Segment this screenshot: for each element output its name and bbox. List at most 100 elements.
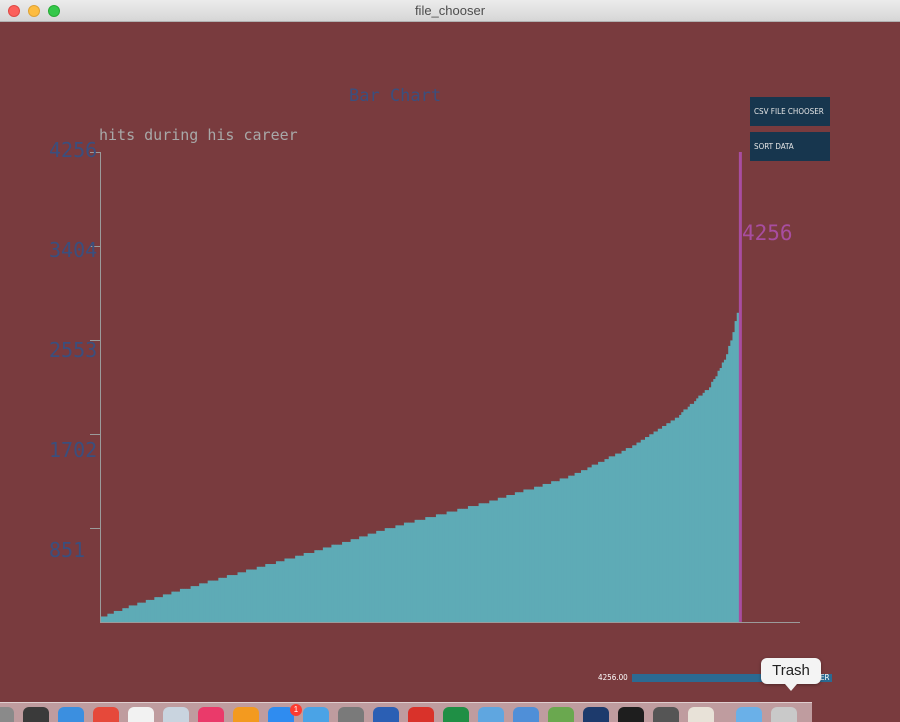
bar [250, 569, 253, 622]
bar [378, 530, 381, 622]
bar [118, 610, 121, 622]
bar [282, 561, 285, 622]
bar [363, 536, 366, 622]
bar [689, 403, 693, 622]
bar [303, 552, 307, 622]
bar [229, 575, 232, 622]
bar [578, 472, 582, 622]
bar [423, 519, 426, 622]
bar [634, 445, 637, 622]
chrome-icon[interactable] [93, 707, 119, 722]
bar [632, 445, 635, 622]
bar [258, 566, 262, 622]
bar [320, 550, 324, 622]
bar [162, 594, 166, 622]
bar [325, 547, 328, 622]
bar [647, 437, 650, 622]
minimize-window-button[interactable] [28, 5, 40, 17]
bar [359, 536, 362, 622]
system-preferences-icon[interactable] [338, 707, 364, 722]
bar [190, 586, 194, 622]
itunes-icon[interactable] [198, 707, 224, 722]
bar [171, 591, 174, 622]
bar [165, 594, 168, 622]
bar [105, 616, 108, 622]
bar [610, 456, 614, 622]
slider-track[interactable] [632, 674, 832, 682]
bar [559, 478, 563, 622]
sublime-icon[interactable] [653, 707, 679, 722]
bar [732, 332, 735, 622]
word-icon[interactable] [373, 707, 399, 722]
bar [173, 591, 177, 622]
bar [670, 420, 674, 622]
calendar-icon[interactable] [128, 707, 154, 722]
bar [585, 470, 588, 622]
max-value-label: 4256 [742, 221, 793, 245]
bar [301, 555, 305, 622]
bar [593, 464, 597, 622]
bar [544, 483, 548, 622]
excel-icon[interactable] [443, 707, 469, 722]
bar [267, 564, 270, 622]
bar [224, 577, 228, 622]
sourcetree-icon[interactable] [548, 707, 574, 722]
papers-icon[interactable] [408, 707, 434, 722]
dashboard-icon[interactable] [23, 707, 49, 722]
value-slider[interactable]: 4256.00 ER [598, 673, 832, 683]
bar [280, 561, 283, 622]
bar [241, 572, 245, 622]
downloads-folder-icon[interactable] [736, 707, 762, 722]
bar [237, 572, 241, 622]
bar [305, 552, 309, 622]
processing-icon[interactable] [688, 707, 714, 722]
bar [668, 423, 671, 622]
sort-data-button[interactable]: SORT DATA [750, 132, 830, 161]
bar [288, 558, 292, 622]
app-store-icon[interactable] [268, 707, 294, 722]
safari-icon[interactable] [58, 707, 84, 722]
finder-icon[interactable] [513, 707, 539, 722]
terminal-icon[interactable] [618, 707, 644, 722]
bar [271, 564, 275, 622]
bar [480, 503, 484, 622]
bar [636, 442, 639, 622]
bar [109, 613, 113, 622]
preview-icon[interactable] [163, 707, 189, 722]
bar [653, 431, 657, 622]
ibooks-icon[interactable] [233, 707, 259, 722]
bar [510, 495, 514, 622]
r-studio-icon[interactable] [583, 707, 609, 722]
bar [551, 481, 554, 622]
bar [256, 566, 260, 622]
bar [333, 544, 337, 622]
bar [534, 486, 537, 622]
bar [412, 522, 415, 622]
bar [380, 530, 383, 622]
bar [525, 489, 529, 622]
network-icon[interactable] [478, 707, 504, 722]
bar [638, 442, 642, 622]
bar [354, 539, 358, 622]
bar [549, 483, 552, 622]
launchpad-icon[interactable] [0, 707, 14, 722]
csv-file-chooser-button[interactable]: CSV FILE CHOOSER [750, 97, 830, 126]
bar [218, 577, 221, 622]
bar [186, 588, 189, 622]
bar [231, 575, 234, 622]
bar [463, 508, 467, 622]
close-window-button[interactable] [8, 5, 20, 17]
bar [655, 431, 659, 622]
bar [508, 495, 511, 622]
bar [395, 525, 398, 622]
slider-value-label: 4256.00 [598, 673, 628, 682]
bar [312, 552, 315, 622]
xcode-icon[interactable] [303, 707, 329, 722]
chart-subtitle: hits during his career [99, 126, 298, 144]
bar [369, 533, 373, 622]
zoom-window-button[interactable] [48, 5, 60, 17]
bar [386, 528, 390, 622]
bar [662, 425, 665, 622]
bar [514, 492, 518, 622]
trash-icon[interactable] [771, 707, 797, 722]
